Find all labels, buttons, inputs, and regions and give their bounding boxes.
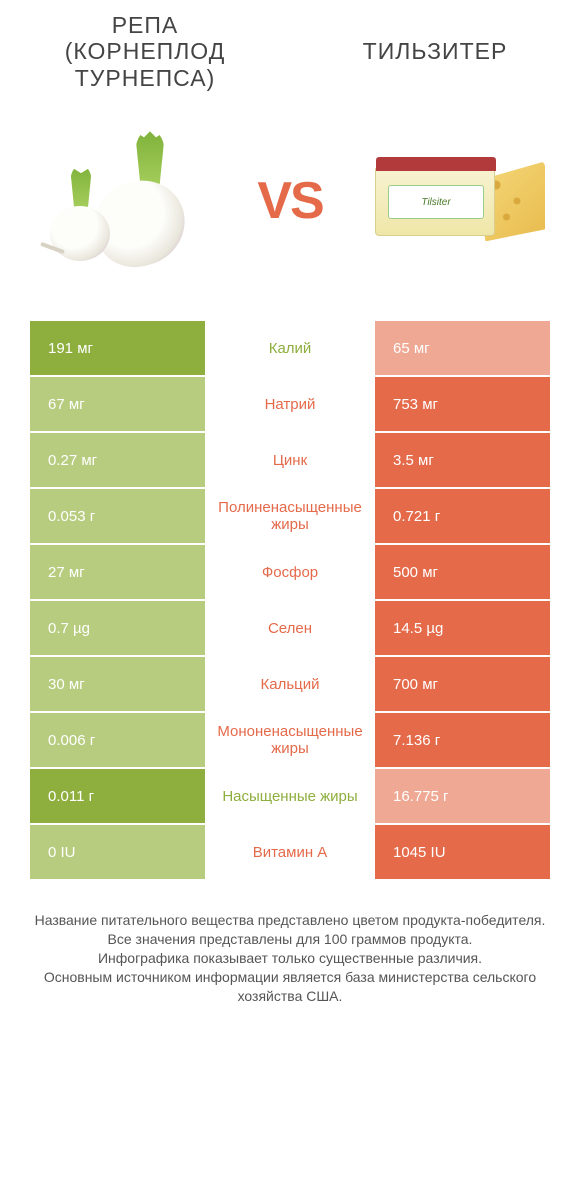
right-value-cell: 0.721 г xyxy=(375,489,550,543)
right-value-cell: 753 мг xyxy=(375,377,550,431)
left-product-image xyxy=(30,121,210,281)
right-product-title: ТИЛЬЗИТЕР xyxy=(320,38,550,64)
nutrient-name-cell: Кальций xyxy=(205,657,375,711)
table-row: 191 мгКалий65 мг xyxy=(30,321,550,377)
cheese-pack-label: Tilsiter xyxy=(388,185,484,219)
cheese-icon: Tilsiter xyxy=(375,141,545,261)
nutrient-name-cell: Натрий xyxy=(205,377,375,431)
table-row: 0.7 µgСелен14.5 µg xyxy=(30,601,550,657)
nutrient-name-cell: Селен xyxy=(205,601,375,655)
table-row: 27 мгФосфор500 мг xyxy=(30,545,550,601)
table-row: 0.006 гМононенасыщенные жиры7.136 г xyxy=(30,713,550,769)
left-value-cell: 0.006 г xyxy=(30,713,205,767)
footer-notes: Название питательного вещества представл… xyxy=(30,911,550,1035)
nutrient-name-cell: Фосфор xyxy=(205,545,375,599)
right-value-cell: 7.136 г xyxy=(375,713,550,767)
nutrient-name-cell: Калий xyxy=(205,321,375,375)
right-product-image: Tilsiter xyxy=(370,121,550,281)
table-row: 0.27 мгЦинк3.5 мг xyxy=(30,433,550,489)
nutrient-name-cell: Цинк xyxy=(205,433,375,487)
footer-line: Все значения представлены для 100 граммо… xyxy=(30,930,550,949)
vs-label: VS xyxy=(257,171,322,231)
title-line: (КОРНЕПЛОД xyxy=(65,38,226,64)
table-row: 67 мгНатрий753 мг xyxy=(30,377,550,433)
footer-line: Инфографика показывает только существенн… xyxy=(30,949,550,968)
nutrient-name-cell: Полиненасыщенные жиры xyxy=(205,489,375,543)
right-value-cell: 1045 IU xyxy=(375,825,550,879)
left-value-cell: 0 IU xyxy=(30,825,205,879)
left-value-cell: 27 мг xyxy=(30,545,205,599)
table-row: 30 мгКальций700 мг xyxy=(30,657,550,713)
table-row: 0.053 гПолиненасыщенные жиры0.721 г xyxy=(30,489,550,545)
footer-line: Название питательного вещества представл… xyxy=(30,911,550,930)
title-line: РЕПА xyxy=(112,12,179,38)
left-value-cell: 67 мг xyxy=(30,377,205,431)
right-value-cell: 3.5 мг xyxy=(375,433,550,487)
vs-row: VS Tilsiter xyxy=(0,101,580,321)
left-value-cell: 0.27 мг xyxy=(30,433,205,487)
left-product-title: РЕПА (КОРНЕПЛОД ТУРНЕПСА) xyxy=(30,12,260,91)
right-value-cell: 500 мг xyxy=(375,545,550,599)
left-value-cell: 191 мг xyxy=(30,321,205,375)
comparison-table: 191 мгКалий65 мг67 мгНатрий753 мг0.27 мг… xyxy=(30,321,550,881)
right-value-cell: 14.5 µg xyxy=(375,601,550,655)
header: РЕПА (КОРНЕПЛОД ТУРНЕПСА) ТИЛЬЗИТЕР xyxy=(0,0,580,101)
nutrient-name-cell: Насыщенные жиры xyxy=(205,769,375,823)
footer-line: Основным источником информации является … xyxy=(30,968,550,1006)
right-value-cell: 16.775 г xyxy=(375,769,550,823)
right-value-cell: 700 мг xyxy=(375,657,550,711)
turnip-icon xyxy=(40,126,200,276)
left-value-cell: 0.011 г xyxy=(30,769,205,823)
left-value-cell: 30 мг xyxy=(30,657,205,711)
left-value-cell: 0.7 µg xyxy=(30,601,205,655)
left-value-cell: 0.053 г xyxy=(30,489,205,543)
table-row: 0 IUВитамин A1045 IU xyxy=(30,825,550,881)
table-row: 0.011 гНасыщенные жиры16.775 г xyxy=(30,769,550,825)
title-line: ТУРНЕПСА) xyxy=(75,65,216,91)
nutrient-name-cell: Мононенасыщенные жиры xyxy=(205,713,375,767)
nutrient-name-cell: Витамин A xyxy=(205,825,375,879)
right-value-cell: 65 мг xyxy=(375,321,550,375)
